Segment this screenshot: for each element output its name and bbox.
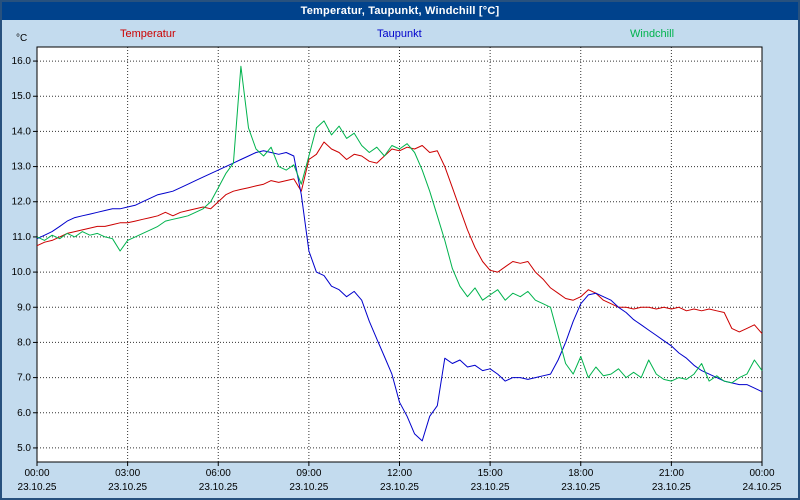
- plot-border: [36, 46, 763, 463]
- x-tick-label: 09:00: [296, 468, 321, 479]
- x-tick-label: 00:00: [24, 468, 49, 479]
- window-title: Temperatur, Taupunkt, Windchill [°C]: [300, 5, 500, 17]
- x-tick-label: 21:00: [659, 468, 684, 479]
- x-date-label: 24.10.25: [743, 482, 782, 493]
- x-tick-label: 00:00: [749, 468, 774, 479]
- y-tick-label: 13.0: [12, 162, 32, 173]
- legend-taupunkt: Taupunkt: [377, 28, 422, 40]
- x-date-label: 23.10.25: [471, 482, 510, 493]
- series-line-windchill: [36, 65, 763, 384]
- y-tick-label: 15.0: [12, 91, 32, 102]
- x-date-label: 23.10.25: [199, 482, 238, 493]
- x-tick-label: 03:00: [115, 468, 140, 479]
- y-tick-label: 7.0: [17, 373, 31, 384]
- x-date-label: 23.10.25: [108, 482, 147, 493]
- x-tick-label: 18:00: [568, 468, 593, 479]
- y-tick-label: 16.0: [12, 56, 32, 67]
- x-date-label: 23.10.25: [652, 482, 691, 493]
- y-tick-label: 5.0: [17, 443, 31, 454]
- series-line-temperatur: [36, 141, 763, 334]
- y-tick-label: 11.0: [12, 232, 31, 243]
- x-date-label: 23.10.25: [380, 482, 419, 493]
- legend-windchill: Windchill: [630, 28, 675, 40]
- title-bar: Temperatur, Taupunkt, Windchill [°C]: [2, 2, 798, 20]
- x-date-label: 23.10.25: [18, 482, 57, 493]
- y-tick-label: 8.0: [17, 337, 31, 348]
- x-tick-label: 12:00: [387, 468, 412, 479]
- y-tick-label: 10.0: [12, 267, 32, 278]
- y-tick-label: 9.0: [17, 302, 31, 313]
- x-tick-label: 06:00: [206, 468, 231, 479]
- series-line-taupunkt: [36, 150, 763, 442]
- y-tick-label: 12.0: [12, 197, 32, 208]
- y-tick-label: 14.0: [12, 126, 32, 137]
- legend-temperatur: Temperatur: [120, 28, 176, 40]
- x-date-label: 23.10.25: [561, 482, 600, 493]
- y-tick-label: 6.0: [17, 408, 31, 419]
- y-axis-unit-label: °C: [16, 33, 28, 44]
- x-date-label: 23.10.25: [289, 482, 328, 493]
- x-tick-label: 15:00: [478, 468, 503, 479]
